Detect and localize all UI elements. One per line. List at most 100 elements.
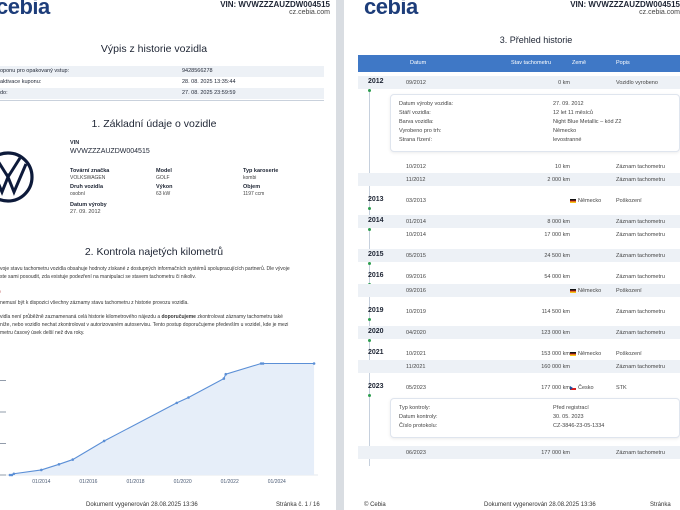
header-site[interactable]: cz.cebia.com bbox=[639, 9, 680, 16]
page-title: 3. Přehled historie bbox=[499, 35, 573, 45]
paragraph: voje stavu tachometru vozidla obsahuje h… bbox=[0, 266, 290, 272]
row-description: STK bbox=[616, 385, 627, 391]
history-row: 2015 05/2015 24 500 km Záznam tachometru bbox=[358, 249, 680, 262]
cebia-logo: cebia bbox=[0, 0, 50, 19]
mileage-point bbox=[259, 362, 263, 365]
paragraph: níže, nebo vozidlo nechat zkontrolovat v… bbox=[0, 322, 289, 328]
row-date: 05/2015 bbox=[406, 253, 426, 259]
section-title-basic-info: 1. Základní údaje o vozidle bbox=[91, 118, 217, 130]
vin-label: VIN bbox=[70, 140, 80, 146]
mileage-point bbox=[222, 377, 226, 380]
row-date: 04/2020 bbox=[406, 330, 426, 336]
mileage-point bbox=[12, 472, 16, 476]
germany-flag-icon bbox=[570, 288, 576, 293]
divider bbox=[0, 100, 324, 101]
mileage-line bbox=[9, 362, 315, 476]
timeline-dot bbox=[368, 207, 371, 210]
coupon-row: do: 27. 08. 2025 23:59:59 bbox=[0, 88, 324, 99]
czech-flag-icon bbox=[570, 385, 576, 390]
x-tick-label: 01/2020 bbox=[174, 479, 192, 485]
timeline-dot bbox=[368, 262, 371, 265]
history-row: 10/2014 17 000 km Záznam tachometru bbox=[358, 228, 680, 241]
mileage-area bbox=[9, 363, 315, 475]
section-title-mileage: 2. Kontrola najetých kilometrů bbox=[84, 246, 224, 258]
footer-page-number: Stránka bbox=[650, 502, 671, 508]
history-row: 10/2012 10 km Záznam tachometru bbox=[358, 160, 680, 173]
timeline-dot bbox=[368, 228, 371, 231]
vin-value: WVWZZZAUZDW004515 bbox=[70, 148, 150, 155]
year-label: 2014 bbox=[368, 217, 384, 224]
field-value: GOLF bbox=[156, 175, 170, 181]
row-description: Záznam tachometru bbox=[616, 364, 665, 370]
row-country: Německo bbox=[570, 198, 601, 204]
x-tick-label: 01/2022 bbox=[221, 479, 239, 485]
row-date: 10/2012 bbox=[406, 164, 426, 170]
row-date: 11/2012 bbox=[406, 177, 426, 183]
row-km: 123 000 km bbox=[541, 330, 570, 336]
row-description: Záznam tachometru bbox=[616, 309, 665, 315]
field-value: VOLKSWAGEN bbox=[70, 175, 106, 181]
row-description: Poškození bbox=[616, 351, 642, 357]
row-km: 2 000 km bbox=[547, 177, 570, 183]
mileage-point bbox=[224, 372, 228, 376]
row-description: Záznam tachometru bbox=[616, 232, 665, 238]
field-value: osobní bbox=[70, 191, 86, 197]
year-label: 2012 bbox=[368, 78, 384, 85]
vehicle-info-card: Datum výroby vozidla: 27. 09. 2012 Stáří … bbox=[390, 94, 680, 152]
mileage-point bbox=[102, 439, 106, 443]
year-label: 2023 bbox=[368, 383, 384, 390]
warning-marker: ! bbox=[0, 289, 2, 294]
mileage-point bbox=[187, 396, 190, 399]
footer-generated: Dokument vygenerován 28.08.2025 13:36 bbox=[484, 502, 596, 508]
row-km: 10 km bbox=[555, 164, 570, 170]
row-km: 8 000 km bbox=[547, 219, 570, 225]
row-km: 160 000 km bbox=[541, 364, 570, 370]
timeline-dot bbox=[368, 318, 371, 321]
field-label: Objem bbox=[243, 184, 261, 190]
x-tick-label: 01/2014 bbox=[32, 479, 50, 485]
mileage-point bbox=[312, 362, 316, 365]
row-date: 10/2019 bbox=[406, 309, 426, 315]
row-date: 11/2021 bbox=[406, 364, 426, 370]
mileage-point bbox=[40, 468, 43, 472]
history-row: 2016 09/2016 54 000 km Záznam tachometru bbox=[358, 270, 680, 283]
history-row: 11/2012 2 000 km Záznam tachometru bbox=[358, 173, 680, 186]
field-label: Tovární značka bbox=[70, 168, 110, 174]
row-km: 0 km bbox=[558, 80, 570, 86]
row-date: 03/2013 bbox=[406, 198, 426, 204]
mileage-point bbox=[175, 401, 179, 405]
row-date: 09/2012 bbox=[406, 80, 426, 86]
x-tick-label: 01/2016 bbox=[79, 479, 97, 485]
row-description: Poškození bbox=[616, 198, 642, 204]
cebia-logo: cebia bbox=[364, 0, 418, 19]
row-description: Záznam tachometru bbox=[616, 274, 665, 280]
history-row: 09/2016 Německo Poškození bbox=[358, 284, 680, 297]
history-row: 2013 03/2013 Německo Poškození bbox=[358, 194, 680, 207]
row-date: 10/2014 bbox=[406, 232, 426, 238]
paragraph: metru časový úsek delší než dva roky. bbox=[0, 330, 85, 336]
row-description: Záznam tachometru bbox=[616, 219, 665, 225]
history-row: 2023 05/2023 177 000 km Česko STK bbox=[358, 381, 680, 394]
header-site[interactable]: cz.cebia.com bbox=[289, 9, 330, 16]
row-date: 05/2023 bbox=[406, 385, 426, 391]
history-row: 2019 10/2019 114 500 km Záznam tachometru bbox=[358, 305, 680, 318]
paragraph: ste sami posoudit, zda existuje podezřen… bbox=[0, 274, 196, 280]
row-km: 54 000 km bbox=[544, 274, 570, 280]
footer-page-number: Stránka č. 1 / 16 bbox=[276, 502, 320, 508]
row-date: 09/2016 bbox=[406, 288, 426, 294]
history-table-header: Datum Stav tachometru Země Popis bbox=[358, 55, 680, 72]
field-label: Druh vozidla bbox=[70, 184, 104, 190]
row-description: Vozidlo vyrobeno bbox=[616, 80, 658, 86]
germany-flag-icon bbox=[570, 198, 576, 203]
row-km: 17 000 km bbox=[544, 232, 570, 238]
germany-flag-icon bbox=[570, 351, 576, 356]
year-label: 2015 bbox=[368, 251, 384, 258]
field-value: 27. 09. 2012 bbox=[70, 209, 101, 215]
year-label: 2016 bbox=[368, 272, 384, 279]
row-country: Česko bbox=[570, 385, 594, 391]
field-label: Model bbox=[156, 168, 172, 174]
mileage-point bbox=[71, 458, 75, 461]
x-tick-label: 01/2018 bbox=[126, 479, 144, 485]
row-km: 114 500 km bbox=[541, 309, 570, 315]
inspection-card: Typ kontroly: Před registrací Datum kontr… bbox=[390, 398, 680, 438]
